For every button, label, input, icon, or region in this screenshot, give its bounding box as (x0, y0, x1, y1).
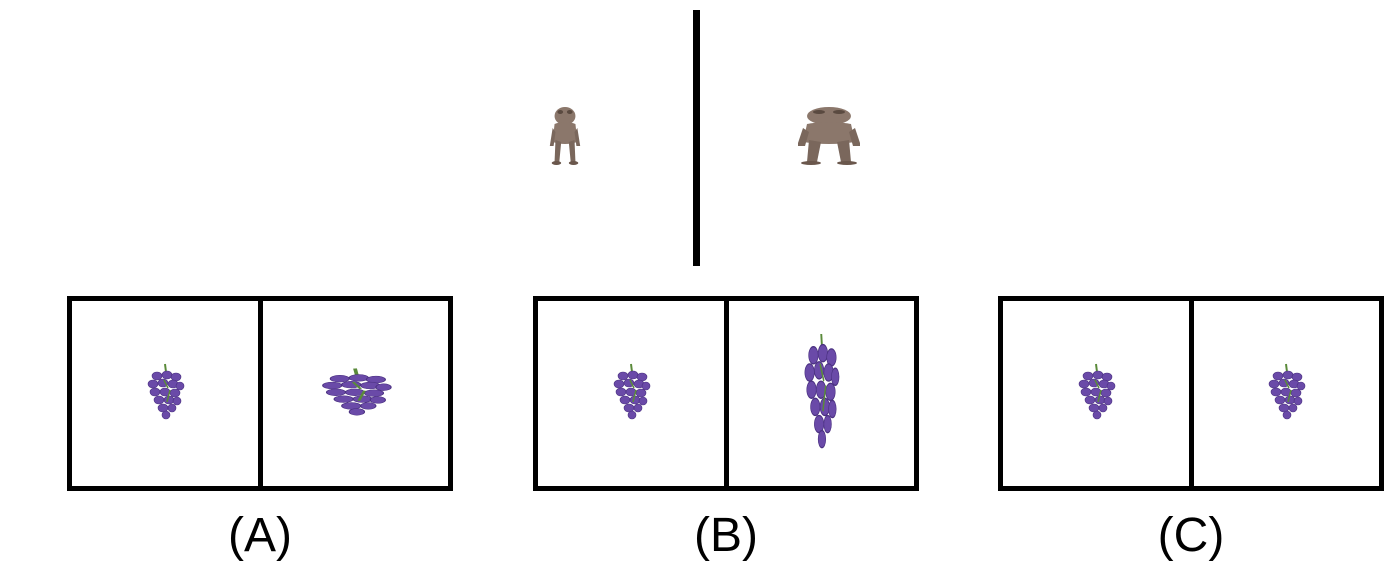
divider-line (693, 10, 700, 266)
option-a-label: (A) (228, 509, 292, 562)
option-a-left-cell (72, 301, 258, 486)
option-b-label: (B) (694, 509, 758, 562)
grape-bunch-icon (146, 362, 185, 420)
option-c-label: (C) (1157, 509, 1225, 562)
option-c-panel[interactable] (998, 296, 1384, 491)
option-a-panel[interactable] (67, 296, 453, 491)
option-a-right-cell (257, 301, 449, 486)
grape-bunch-wide-icon (321, 366, 394, 417)
option-b-panel[interactable] (533, 296, 919, 491)
option-b-right-cell (723, 301, 915, 486)
grape-bunch-tall-icon (799, 334, 843, 454)
grape-bunch-icon (1077, 362, 1116, 420)
small-creature-icon (549, 107, 581, 165)
option-b-left-cell (538, 301, 724, 486)
option-c-left-cell (1003, 301, 1189, 486)
grape-bunch-icon (612, 362, 651, 420)
option-c-right-cell (1188, 301, 1380, 486)
grape-bunch-icon (1268, 362, 1307, 420)
large-creature-icon (798, 107, 860, 165)
